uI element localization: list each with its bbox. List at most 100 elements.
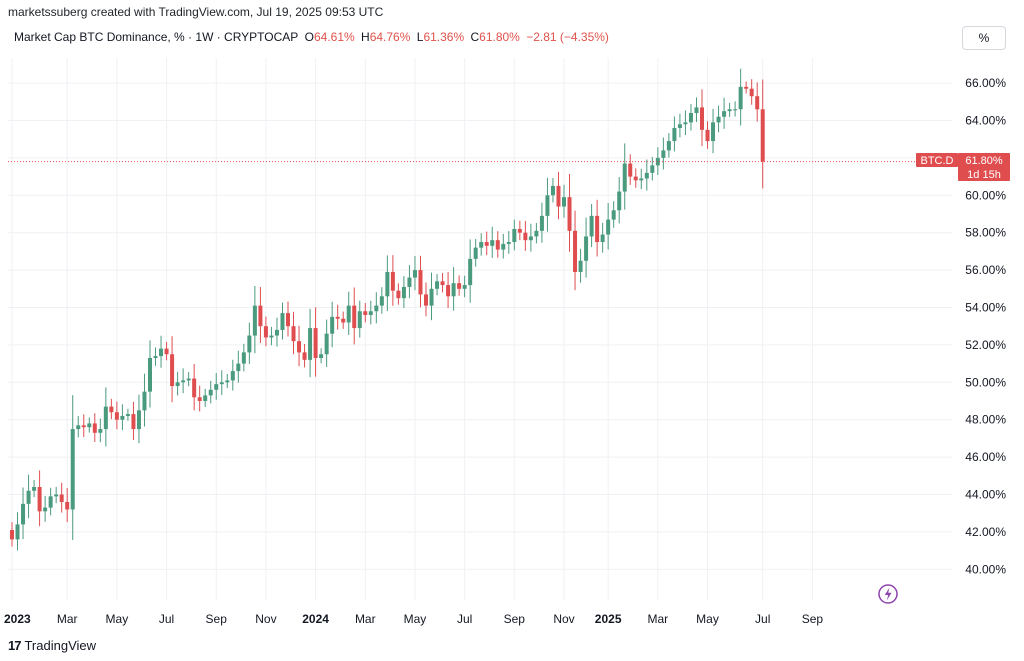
y-tick-label: 48.00% <box>965 413 1006 427</box>
candle-body <box>528 236 533 241</box>
candle-body <box>468 258 473 286</box>
candle <box>628 154 633 185</box>
candle <box>181 368 186 394</box>
symbol-title: Market Cap BTC Dominance, % · 1W · CRYPT… <box>14 30 299 44</box>
candle <box>700 89 704 147</box>
candle <box>48 487 53 516</box>
x-tick-label: Mar <box>648 612 669 626</box>
candle-body <box>136 410 141 430</box>
candle-body <box>584 236 589 261</box>
y-tick-label: 50.00% <box>965 375 1006 389</box>
candle-body <box>131 414 136 430</box>
candle-body <box>633 176 638 181</box>
candle-body <box>181 380 186 383</box>
candle-body <box>490 240 495 246</box>
candle-body <box>252 305 257 336</box>
candle-body <box>424 294 428 306</box>
candle-body <box>352 305 357 329</box>
candle <box>396 283 401 305</box>
candle <box>10 522 14 547</box>
candle-body <box>241 352 246 364</box>
candle <box>308 308 313 378</box>
candle <box>37 470 42 527</box>
candle <box>324 319 329 367</box>
candle-body <box>346 305 351 323</box>
candle-body <box>534 230 539 237</box>
candle-body <box>114 412 119 420</box>
candle <box>313 307 318 377</box>
candle-body <box>700 107 704 130</box>
candle <box>528 223 533 252</box>
x-tick-label: May <box>696 612 719 626</box>
candle-body <box>109 406 114 413</box>
candle <box>506 231 511 254</box>
candle <box>87 417 92 433</box>
candle-body <box>225 380 230 383</box>
candle <box>120 404 125 431</box>
candle <box>357 300 362 338</box>
candle-body <box>341 318 346 323</box>
candle-body <box>644 172 649 179</box>
candle-body <box>479 242 484 248</box>
candle-body <box>142 391 147 411</box>
candle-body <box>103 406 108 430</box>
candle-body <box>705 129 710 142</box>
candle <box>733 101 738 117</box>
lightning-bolt-icon[interactable] <box>878 584 898 604</box>
candle-body <box>319 354 324 358</box>
candle <box>512 219 517 251</box>
candle-body <box>451 283 456 297</box>
candle-body <box>308 328 313 360</box>
candle <box>418 255 423 308</box>
candle <box>446 271 451 309</box>
candle-body <box>374 305 379 312</box>
candle <box>688 103 693 131</box>
candle-body <box>170 354 175 387</box>
candle-body <box>611 210 616 220</box>
x-tick-label: Jul <box>159 612 174 626</box>
y-tick-label: 44.00% <box>965 488 1006 502</box>
candle <box>722 97 727 129</box>
candle <box>490 226 495 258</box>
candle-body <box>617 191 622 211</box>
candle-body <box>440 281 445 286</box>
candle <box>578 248 583 283</box>
tradingview-brand: 17 TradingView <box>8 638 96 653</box>
candle <box>677 113 682 138</box>
candle <box>595 199 600 257</box>
candle-body <box>418 270 423 295</box>
candle <box>379 287 384 314</box>
candle-body <box>330 316 335 334</box>
candle <box>92 413 97 442</box>
candle-body <box>639 178 644 181</box>
candle <box>59 482 64 513</box>
candle-body <box>628 163 633 177</box>
candle <box>192 363 197 411</box>
candle <box>65 487 70 523</box>
candle-body <box>148 357 152 392</box>
y-axis: 40.00% 42.00% 44.00% 46.00% 48.00% 50.00% 52.0… <box>965 76 1006 576</box>
price-tag: BTC.D 61.80% 1d 15h <box>916 153 1010 181</box>
candle-body <box>186 378 191 381</box>
candle <box>70 395 75 541</box>
candle-body <box>573 230 578 272</box>
grid-lines <box>8 58 952 600</box>
candle-body <box>677 124 682 128</box>
candle <box>457 275 462 296</box>
candle-body <box>175 382 180 387</box>
candle <box>363 303 368 323</box>
x-tick-label: Nov <box>255 612 276 626</box>
candle <box>230 359 235 391</box>
candle <box>562 184 566 218</box>
percent-scale-button[interactable]: % <box>962 26 1006 50</box>
candle-body <box>263 326 268 338</box>
candle <box>258 287 263 343</box>
candle-body <box>214 384 219 390</box>
candle <box>760 79 765 189</box>
y-tick-label: 66.00% <box>965 76 1006 90</box>
x-tick-label: Jul <box>457 612 472 626</box>
candle-body <box>59 494 64 502</box>
candle <box>401 276 406 308</box>
candle <box>219 370 224 396</box>
